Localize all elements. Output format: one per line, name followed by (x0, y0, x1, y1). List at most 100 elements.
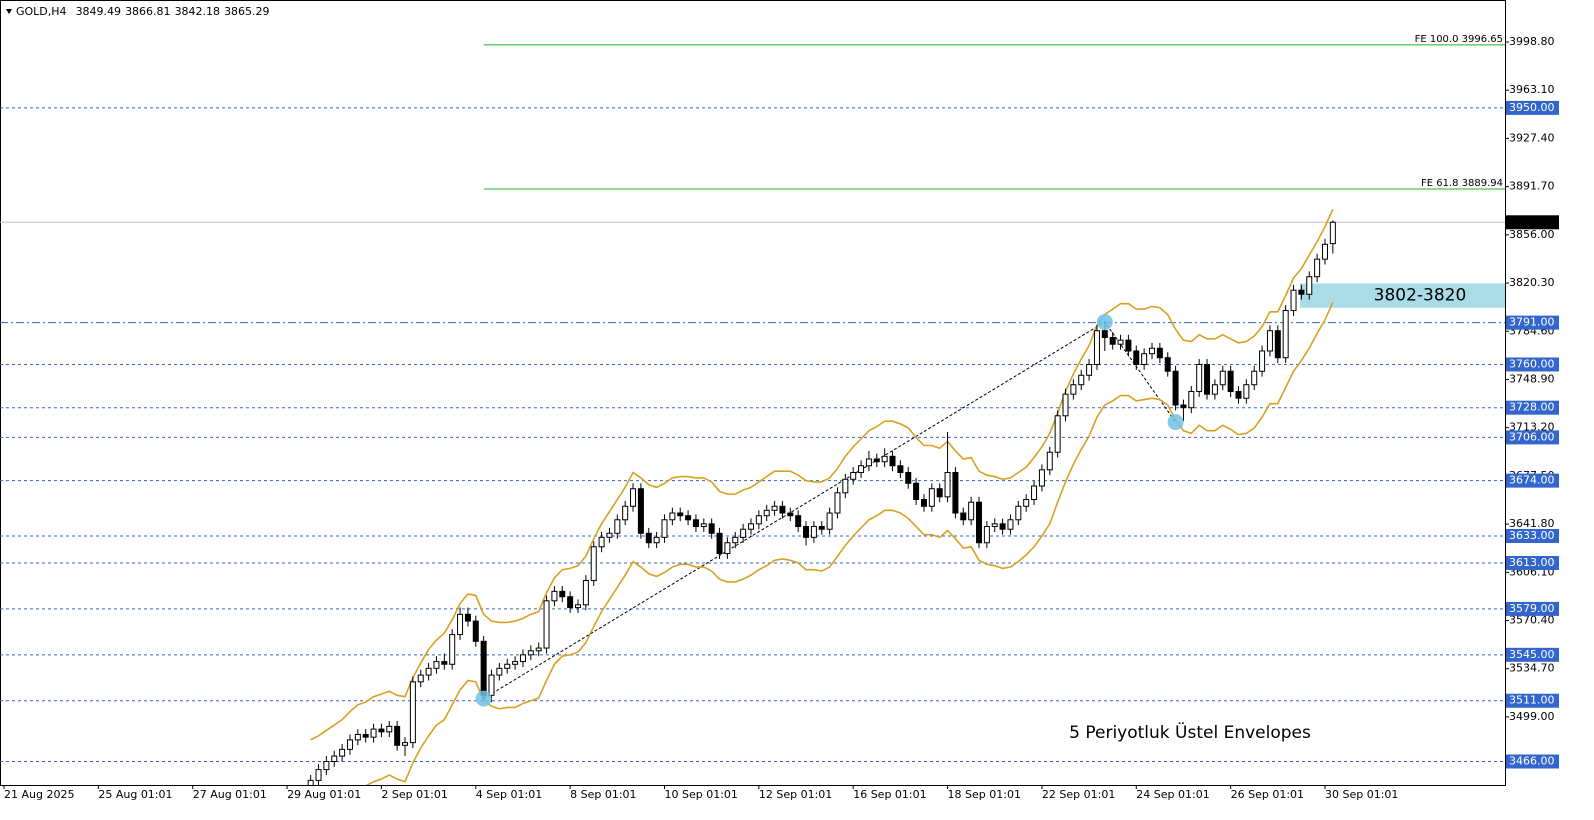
candle-body (457, 613, 464, 636)
candle-body (803, 526, 810, 538)
annotation: 5 Periyotluk Üstel Envelopes (1069, 721, 1311, 743)
candle-body (842, 478, 849, 494)
x-tick-label: 2 Sep 01:01 (381, 788, 447, 801)
candle-body (1290, 289, 1297, 311)
level-label: 3706.00 (1509, 430, 1555, 443)
candle-body (976, 501, 983, 544)
candle-body (755, 515, 762, 525)
level-box (1506, 357, 1559, 372)
candle-body (645, 532, 652, 544)
candle-body (1306, 276, 1313, 295)
candle-body (1274, 330, 1281, 359)
y-tick-label: 3927.40 (1509, 131, 1555, 144)
candle-body (1219, 370, 1226, 386)
level-box (1506, 601, 1559, 616)
candle-body (873, 458, 880, 463)
y-tick-label: 3963.10 (1509, 83, 1555, 96)
zone (1300, 283, 1505, 308)
candle-body (771, 505, 778, 511)
candle-body (417, 674, 424, 683)
candle-body (1235, 390, 1242, 399)
candle-body (402, 742, 409, 746)
candle-body (598, 536, 605, 548)
candle-body (920, 499, 927, 507)
candle-body (936, 488, 943, 498)
x-tick-label: 30 Sep 01:01 (1325, 788, 1398, 801)
candle-body (1156, 347, 1163, 359)
level-box (1506, 473, 1559, 488)
candle-body (370, 728, 377, 738)
candle-body (464, 613, 471, 622)
candle-body (574, 604, 581, 609)
x-tick-label: 24 Sep 01:01 (1136, 788, 1209, 801)
candle-body (1227, 370, 1234, 392)
level-label: 3760.00 (1509, 357, 1555, 370)
candle-body (928, 488, 935, 507)
candle-body (1133, 350, 1140, 365)
level-label: 3511.00 (1509, 694, 1555, 707)
candle-body (700, 523, 707, 528)
level-box (1506, 647, 1559, 662)
candle-body (637, 488, 644, 534)
fibo-point (1167, 414, 1184, 431)
candle-body (480, 640, 487, 696)
candle-body (504, 663, 511, 669)
candle-body (488, 674, 495, 696)
x-tick-label: 4 Sep 01:01 (476, 788, 542, 801)
candle-body (1148, 347, 1155, 355)
zone-label: 3802-3820 (1374, 286, 1467, 306)
y-tick-label: 3998.80 (1509, 35, 1555, 48)
candle-body (386, 725, 393, 733)
candle-body (1188, 390, 1195, 409)
price-label: 3865.29 (1509, 215, 1555, 228)
candle-body (622, 505, 629, 521)
candle-body (559, 590, 566, 598)
candle-body (1046, 451, 1053, 471)
symbol: GOLD,H4 (16, 5, 67, 18)
envelope-upper (310, 208, 1334, 741)
candle-body (331, 755, 338, 763)
candle-body (1266, 330, 1273, 352)
candle-body (1086, 363, 1093, 376)
x-tick-label: 21 Aug 2025 (4, 788, 74, 801)
candle-body (1196, 363, 1203, 392)
candle-body (1164, 357, 1171, 372)
candle-body (1023, 499, 1030, 507)
level-label: 3613.00 (1509, 556, 1555, 569)
axes: 3998.80 3963.10 3927.40 3891.70 3856.00 3820.… (3, 35, 1559, 801)
candle-body (779, 505, 786, 514)
candle-body (433, 661, 440, 669)
candle-body (747, 523, 754, 530)
candle-body (1109, 336, 1116, 345)
candle-body (1031, 485, 1038, 501)
candle-body (543, 600, 550, 649)
level-box (1506, 754, 1559, 769)
candle-body (519, 654, 526, 663)
candle-body (740, 528, 747, 538)
candle-body (449, 634, 456, 665)
candle-body (614, 519, 621, 534)
plot-area (0, 44, 1505, 785)
menu-arrow[interactable] (6, 9, 12, 14)
candle-body (1211, 384, 1218, 395)
candle-body (527, 650, 534, 656)
candle-body (968, 501, 975, 521)
candle-body (708, 523, 715, 534)
level-label: 3466.00 (1509, 755, 1555, 768)
level-label: 3728.00 (1509, 401, 1555, 414)
candle-body (1070, 384, 1077, 395)
y-tick-label: 3820.30 (1509, 276, 1555, 289)
candle-body (944, 472, 951, 498)
candle-body (1251, 370, 1258, 386)
candle-body (362, 733, 369, 738)
candle-body (323, 761, 330, 771)
candle-body (315, 769, 322, 781)
candle-body (606, 532, 613, 538)
candle-body (1172, 370, 1179, 406)
low: 3842.18 (175, 5, 221, 18)
candle-body (394, 725, 401, 746)
candle-body (1180, 404, 1187, 409)
open: 3849.49 (76, 5, 122, 18)
candle-body (1125, 339, 1132, 352)
candle-body (865, 458, 872, 467)
